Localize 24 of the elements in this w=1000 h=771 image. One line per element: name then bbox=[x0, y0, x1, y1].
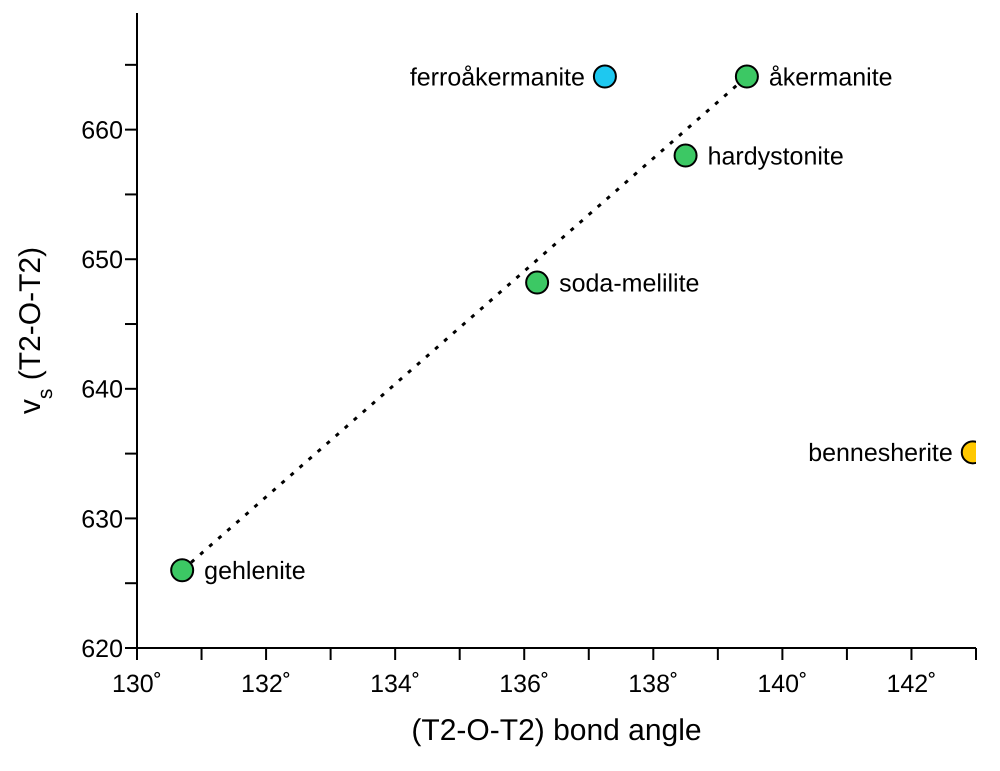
annotation: gehlenite bbox=[204, 556, 306, 585]
point bbox=[170, 558, 194, 582]
x-axis-title: (T2-O-T2) bond angle bbox=[411, 714, 702, 747]
point bbox=[592, 64, 617, 88]
x-tick-label: 134˚ bbox=[370, 670, 420, 698]
annotation: soda-melilite bbox=[559, 269, 700, 298]
y-tick-label: 660 bbox=[81, 116, 123, 145]
point bbox=[674, 144, 698, 168]
x-tick-label: 136˚ bbox=[499, 670, 550, 698]
x-tick-label: 142˚ bbox=[886, 670, 936, 698]
y-tick-label: 620 bbox=[81, 634, 123, 663]
annotation: ferroåkermanite bbox=[410, 63, 585, 92]
annotation: hardystonite bbox=[708, 142, 844, 170]
y-tick-label: 650 bbox=[81, 246, 123, 274]
x-tick-label: 140˚ bbox=[757, 670, 808, 698]
y-tick-label: 640 bbox=[81, 376, 123, 404]
point bbox=[525, 270, 550, 295]
y-tick-label: 630 bbox=[81, 505, 123, 534]
annotation: bennesherite bbox=[808, 439, 953, 468]
annotation: åkermanite bbox=[768, 63, 893, 92]
point bbox=[734, 64, 759, 88]
x-tick-label: 138˚ bbox=[628, 670, 678, 698]
x-tick-label: 132˚ bbox=[241, 670, 292, 698]
x-tick-label: 130˚ bbox=[112, 670, 162, 698]
